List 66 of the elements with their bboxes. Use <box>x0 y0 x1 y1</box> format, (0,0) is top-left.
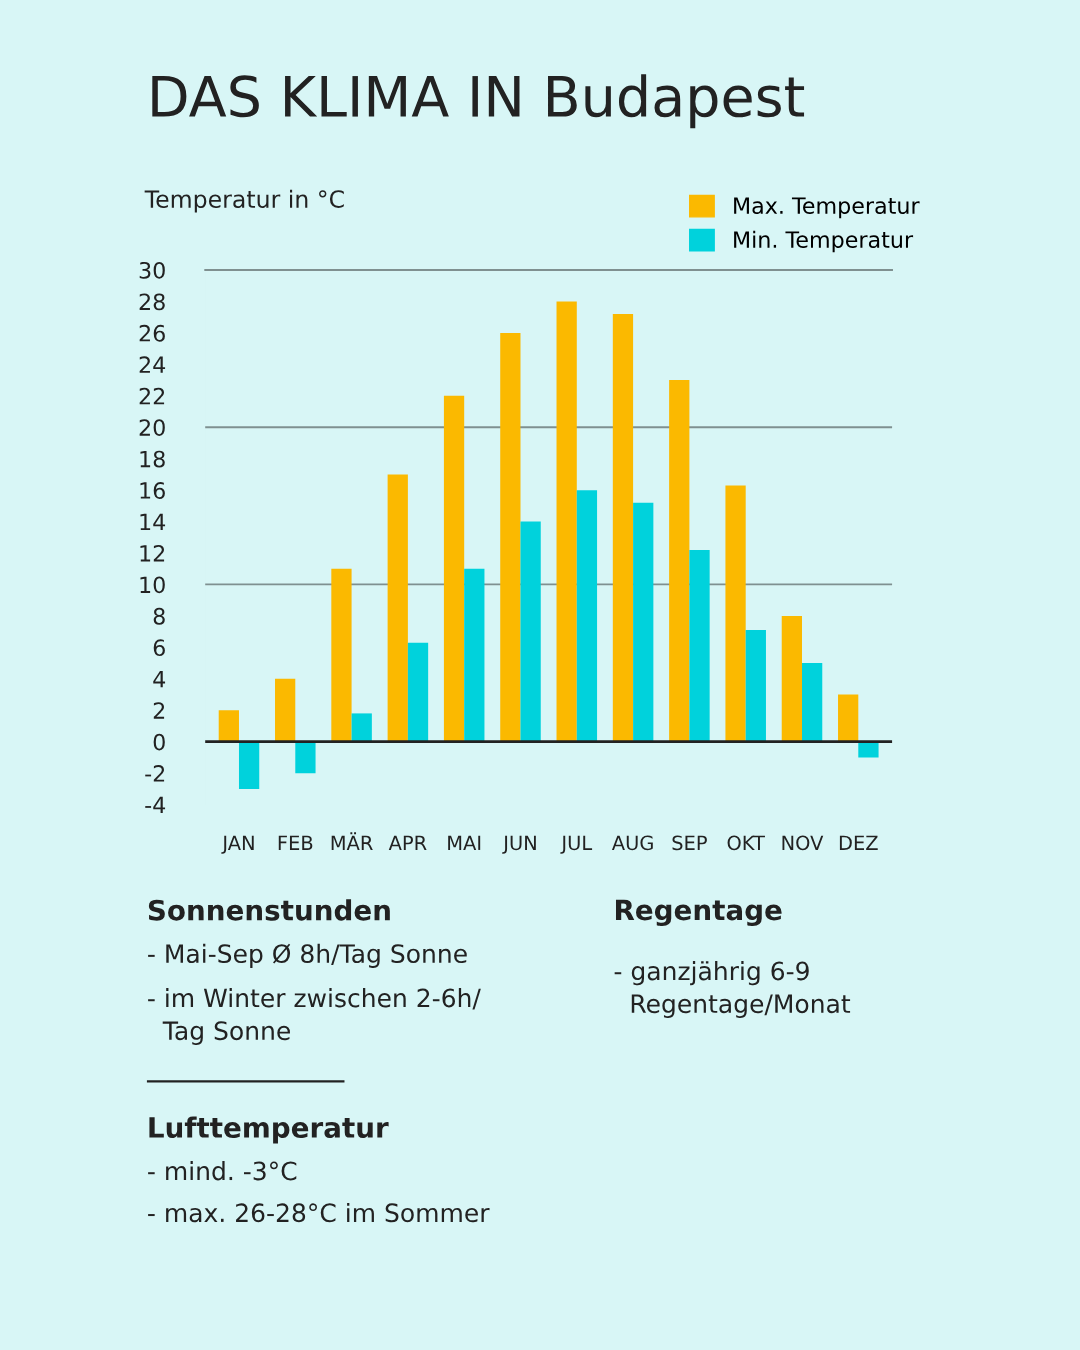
y-tick-label: 22 <box>139 387 165 405</box>
bar <box>802 663 823 742</box>
y-tick-label: 8 <box>153 607 165 625</box>
y-tick-label: 0 <box>153 733 165 751</box>
bar <box>351 713 372 742</box>
bar <box>612 314 634 742</box>
x-tick-label: MÄR <box>331 832 373 850</box>
bar <box>556 301 577 742</box>
bar <box>443 395 465 742</box>
x-tick-label: JUL <box>560 835 593 854</box>
y-tick-label: 18 <box>140 450 165 468</box>
x-tick-label: AUG <box>611 835 653 851</box>
y-tick-label: -2 <box>145 765 165 782</box>
x-tick-label: JUN <box>502 835 536 854</box>
y-tick-label: 26 <box>139 324 165 342</box>
y-tick-label: 30 <box>139 261 165 279</box>
y-tick-label: 16 <box>140 482 165 499</box>
bar <box>331 568 352 742</box>
bar <box>725 485 746 742</box>
x-tick-label: NOV <box>782 835 824 851</box>
text: - Mai-Sep Ø 8h/Tag Sonne <box>148 943 467 968</box>
bar <box>669 380 690 742</box>
y-axis-title: Temperatur in °C <box>144 189 344 213</box>
bar <box>745 630 766 742</box>
bar <box>500 332 521 742</box>
bar <box>858 741 879 758</box>
text: - ganzjährig 6-9 Regentage/Monat <box>614 961 851 1019</box>
x-tick-label: DEZ <box>839 835 878 850</box>
y-tick-label: 20 <box>139 419 165 436</box>
y-tick-label: 14 <box>140 513 166 531</box>
text: Regentage <box>615 899 782 927</box>
y-tick-label: 6 <box>153 639 165 657</box>
text: Sonnenstunden <box>148 899 390 921</box>
legend-label: Min. Temperatur <box>734 230 914 253</box>
legend-label: Max. Temperatur <box>734 197 920 219</box>
x-tick-label: JAN <box>221 835 254 854</box>
bar <box>633 502 654 742</box>
y-tick-label: 2 <box>153 702 165 719</box>
text: - max. 26-28°C im Sommer <box>148 1202 490 1223</box>
y-tick-label: 12 <box>140 544 165 562</box>
y-tick-label: -4 <box>145 796 166 814</box>
bar <box>238 741 260 789</box>
text: Lufttemperatur <box>149 1116 389 1144</box>
bar <box>407 642 429 742</box>
bar <box>576 490 598 742</box>
y-tick-label: 10 <box>140 576 165 594</box>
y-tick-label: 28 <box>139 293 165 311</box>
bar <box>295 741 316 774</box>
chart-title: DAS KLIMA IN Budapest <box>152 74 805 129</box>
bar <box>520 521 541 742</box>
bar <box>387 474 408 742</box>
x-tick-label: SEP <box>672 835 707 851</box>
bar <box>689 549 710 742</box>
bar <box>464 568 485 742</box>
text: - im Winter zwischen 2-6h/ Tag Sonne <box>148 988 481 1046</box>
bar <box>781 615 802 742</box>
bar <box>838 694 859 742</box>
x-tick-label: FEB <box>278 835 313 850</box>
x-tick-label: OKT <box>727 835 765 851</box>
text: - mind. -3°C <box>148 1161 297 1181</box>
x-tick-label: MAI <box>448 835 481 850</box>
bar <box>218 710 239 742</box>
y-tick-label: 24 <box>139 356 166 373</box>
y-tick-label: 4 <box>153 671 166 688</box>
x-tick-label: APR <box>388 835 427 850</box>
bar <box>275 678 296 742</box>
